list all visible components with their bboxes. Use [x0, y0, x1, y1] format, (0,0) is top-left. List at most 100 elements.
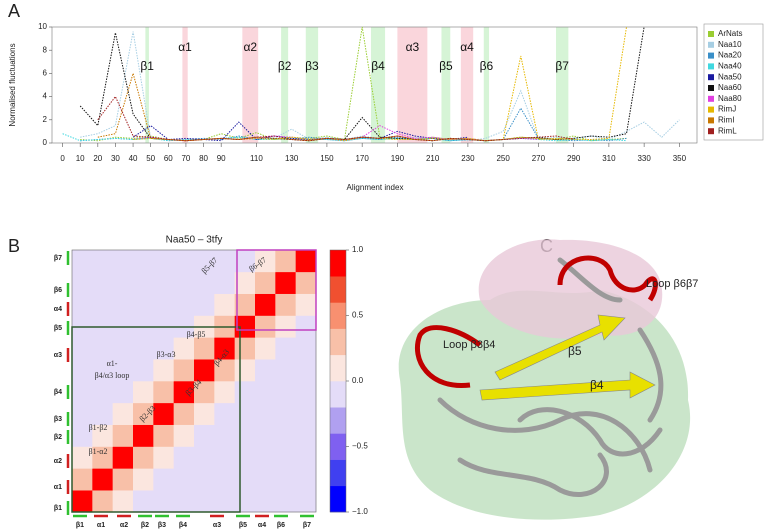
strand-b5	[494, 314, 626, 381]
domain-box	[236, 249, 317, 331]
heatmap-cell	[153, 359, 174, 382]
legend-label: ArNats	[718, 29, 742, 38]
region-label: α1	[178, 40, 192, 54]
heatmap-cell	[295, 315, 317, 338]
heatmap-cell	[173, 424, 195, 447]
y-tick-label: 8	[43, 45, 48, 54]
legend-label: Naa20	[718, 51, 742, 60]
colorbar-step	[330, 328, 346, 356]
heatmap-cell	[234, 381, 256, 404]
panel-label: B	[8, 236, 20, 256]
loop-b6b7	[557, 255, 658, 302]
heatmap-cell	[173, 402, 195, 425]
x-tick-label: 0	[60, 154, 65, 163]
heatmap-cell	[275, 337, 296, 360]
heatmap-cell	[173, 446, 195, 469]
plot-frame	[51, 26, 698, 144]
heatmap-cell	[194, 337, 215, 360]
segment-label: α2	[54, 458, 62, 465]
segment-label: α4	[258, 522, 266, 529]
y-tick-label: 6	[43, 69, 48, 78]
legend-swatch	[708, 31, 714, 37]
heatmap-cell	[112, 468, 134, 491]
heatmap-cell	[275, 315, 296, 338]
heatmap-cell	[295, 402, 317, 425]
legend-label: Naa40	[718, 62, 742, 71]
region-label: α3	[406, 40, 420, 54]
heatmap-cell	[194, 446, 215, 469]
heatmap-cell	[72, 293, 93, 316]
structure-region	[483, 27, 490, 143]
heatmap-cell	[295, 446, 317, 469]
heatmap-cell	[92, 337, 113, 360]
annotation: β3-α3	[157, 350, 176, 359]
region-label: β5	[439, 59, 453, 73]
heatmap-cell	[255, 250, 276, 273]
x-tick-label: 10	[76, 154, 85, 163]
segment-label: β5	[239, 522, 247, 529]
structure-region	[182, 27, 188, 143]
colorbar-step	[330, 485, 346, 513]
x-tick-label: 190	[391, 154, 405, 163]
heatmap-cell	[112, 359, 134, 382]
annotation: β4-β5	[187, 330, 206, 339]
heatmap-cell	[194, 250, 215, 273]
series-line	[97, 71, 574, 142]
heatmap-cell	[275, 424, 296, 447]
y-tick-label: 2	[43, 115, 48, 124]
heatmap-cell	[112, 271, 134, 294]
segment-label: β4	[54, 389, 62, 396]
heatmap-cell	[255, 381, 276, 404]
legend-label: Naa80	[718, 94, 742, 103]
heatmap-cell	[214, 468, 235, 491]
heatmap-cell	[112, 424, 134, 447]
heatmap-cell	[72, 381, 93, 404]
y-tick-label: 0	[43, 138, 48, 147]
heatmap-cell	[295, 490, 317, 513]
segment-label: β3	[54, 416, 62, 423]
heatmap-cell	[234, 402, 256, 425]
heatmap-cell	[214, 381, 235, 404]
segment-label: α1	[97, 522, 105, 529]
region-label: β2	[278, 59, 292, 73]
heatmap-cell	[153, 250, 174, 273]
structure-region	[397, 27, 428, 143]
x-axis-label: Alignment index	[347, 183, 404, 192]
heatmap-cell	[92, 359, 113, 382]
heatmap-cell	[234, 293, 256, 316]
series-line	[132, 121, 468, 142]
legend-swatch	[708, 95, 714, 102]
colorbar-step	[330, 459, 346, 487]
heatmap-cell	[133, 424, 154, 447]
x-tick-label: 290	[567, 154, 581, 163]
heatmap-cell	[72, 359, 93, 382]
segment-label: α3	[54, 352, 62, 359]
panel-label: A	[8, 1, 20, 21]
heatmap-cell	[295, 468, 317, 491]
heatmap-cell	[133, 402, 154, 425]
segment-label: β4	[179, 522, 187, 529]
x-tick-label: 250	[496, 154, 510, 163]
heatmap-cell	[255, 359, 276, 382]
annotation: β1-α2	[89, 447, 108, 456]
colorbar-label: 0.5	[352, 311, 364, 320]
colorbar-step	[330, 302, 346, 329]
heatmap-cell	[92, 402, 113, 425]
heatmap-cell	[255, 468, 276, 491]
heatmap-cell	[133, 446, 154, 469]
heatmap-cell	[133, 337, 154, 360]
heatmap-cell	[234, 446, 256, 469]
heatmap-cell	[275, 250, 296, 273]
legend-swatch	[708, 41, 714, 48]
heatmap-cell	[153, 271, 174, 294]
heatmap-cell	[255, 337, 276, 360]
structure-region	[441, 27, 451, 143]
legend-swatch	[708, 106, 714, 113]
heatmap-cell	[92, 250, 113, 273]
legend-swatch	[708, 52, 714, 59]
heatmap-cell	[112, 402, 134, 425]
x-tick-label: 310	[602, 154, 616, 163]
y-tick-label: 10	[38, 22, 47, 31]
heatmap-cell	[72, 337, 93, 360]
heatmap-cell	[255, 446, 276, 469]
